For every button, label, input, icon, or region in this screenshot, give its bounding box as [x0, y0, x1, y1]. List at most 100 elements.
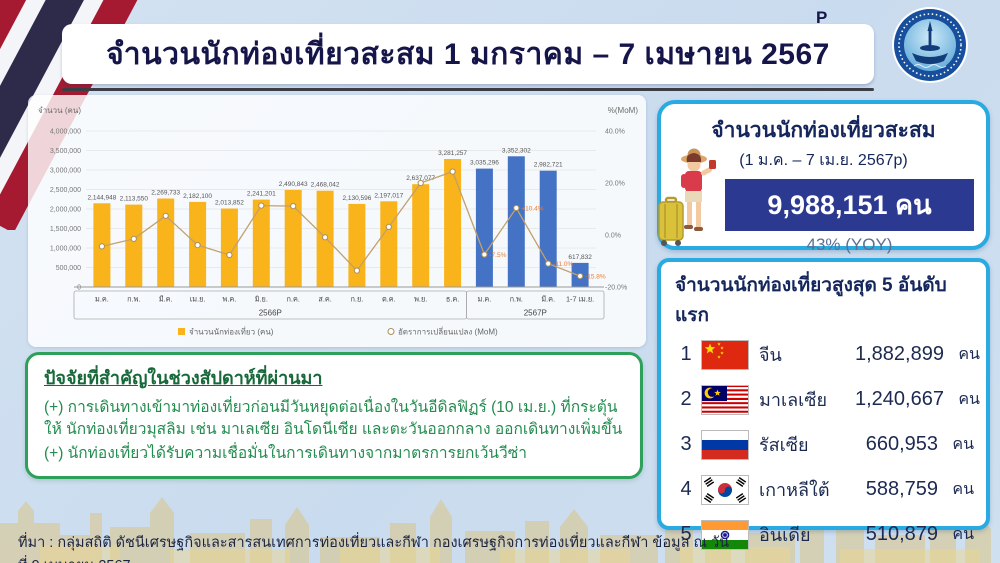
- svg-text:2567P: 2567P: [524, 309, 547, 318]
- svg-text:-15.8%: -15.8%: [585, 274, 606, 281]
- provisional-superscript: P: [816, 8, 828, 27]
- factors-title: ปัจจัยที่สำคัญในช่วงสัปดาห์ที่ผ่านมา: [44, 368, 323, 388]
- svg-text:2,182,100: 2,182,100: [183, 193, 212, 200]
- rank-number: 4: [680, 478, 692, 500]
- legend-line-swatch: [387, 328, 395, 335]
- svg-text:ก.ค.: ก.ค.: [287, 295, 300, 304]
- key-factors-card: ปัจจัยที่สำคัญในช่วงสัปดาห์ที่ผ่านมา (+)…: [25, 352, 643, 479]
- yoy-growth: 43% (YOY): [806, 235, 893, 254]
- india-flag-icon: [701, 519, 749, 550]
- unit-label: คน: [958, 391, 980, 408]
- right-axis-label: %(MoM): [608, 106, 639, 115]
- svg-text:3,035,296: 3,035,296: [470, 160, 499, 167]
- svg-text:3,500,000: 3,500,000: [50, 148, 81, 155]
- source-note: ที่มา : กลุ่มสถิติ ดัชนีเศรษฐกิจและสารสน…: [18, 535, 730, 563]
- country-name: รัสเซีย: [759, 435, 809, 455]
- rank-number: 3: [680, 433, 692, 455]
- country-name: อินเดีย: [759, 525, 811, 545]
- mom-point: [98, 243, 106, 250]
- country-name: เกาหลีใต้: [759, 480, 830, 500]
- bar: [380, 201, 398, 287]
- header-underline: [62, 88, 874, 91]
- top5-nationalities-card: จำนวนนักท่องเที่ยวสูงสุด 5 อันดับแรก 1 จ…: [657, 258, 990, 550]
- svg-text:ต.ค.: ต.ค.: [382, 295, 396, 304]
- top5-row: 2 มาเลเซีย 1,240,667 คน: [675, 377, 980, 422]
- unit-label: คน: [952, 436, 974, 453]
- svg-text:20.0%: 20.0%: [605, 181, 625, 188]
- svg-text:1,500,000: 1,500,000: [50, 226, 81, 233]
- mom-point: [322, 234, 329, 241]
- svg-text:2,468,042: 2,468,042: [311, 182, 340, 189]
- mom-point: [258, 202, 265, 209]
- svg-text:2,490,843: 2,490,843: [279, 181, 308, 188]
- tourist-count: 660,953: [865, 433, 938, 455]
- header: จำนวนนักท่องเที่ยวสะสม 1 มกราคม – 7 เมษา…: [62, 24, 874, 84]
- top5-row: 3 รัสเซีย 660,953 คน: [675, 422, 974, 467]
- svg-text:+10.4%: +10.4%: [521, 206, 543, 213]
- svg-text:2,197,017: 2,197,017: [374, 192, 403, 199]
- svg-text:-7.5%: -7.5%: [489, 252, 506, 259]
- mom-point: [481, 251, 488, 258]
- svg-text:2,130,596: 2,130,596: [342, 195, 371, 202]
- tourist-count: 1,882,899: [855, 343, 944, 365]
- svg-text:พ.ย.: พ.ย.: [414, 295, 427, 304]
- svg-text:40.0%: 40.0%: [605, 129, 625, 136]
- bar: [348, 203, 366, 287]
- svg-text:ม.ค.: ม.ค.: [95, 295, 109, 304]
- svg-text:0.0%: 0.0%: [605, 233, 621, 240]
- svg-text:1-7 เม.ย.: 1-7 เม.ย.: [566, 295, 594, 304]
- top5-rows: 1 จีน 1,882,899 คน 2 มาเลเซีย 1,240,667 คน 3 ร…: [675, 332, 980, 557]
- mom-line: [101, 170, 581, 277]
- svg-text:2,269,733: 2,269,733: [151, 190, 180, 197]
- bar: [252, 199, 270, 287]
- svg-text:2,144,948: 2,144,948: [87, 194, 116, 201]
- svg-text:0: 0: [77, 285, 81, 292]
- mom-point: [545, 260, 552, 267]
- south-korea-flag-icon: [701, 474, 749, 505]
- mom-point: [577, 273, 584, 280]
- mom-point: [353, 267, 360, 274]
- svg-text:500,000: 500,000: [56, 265, 81, 272]
- bar: [412, 184, 430, 287]
- svg-text:พ.ค.: พ.ค.: [223, 295, 237, 304]
- ministry-logo-icon: [892, 7, 968, 83]
- svg-text:-11.0%: -11.0%: [553, 261, 573, 268]
- svg-text:ก.พ.: ก.พ.: [127, 295, 140, 304]
- mom-point: [385, 223, 392, 230]
- svg-text:2,013,852: 2,013,852: [215, 200, 244, 207]
- svg-text:3,281,257: 3,281,257: [438, 150, 467, 157]
- svg-text:ก.ย.: ก.ย.: [351, 295, 364, 304]
- svg-text:1,000,000: 1,000,000: [50, 246, 81, 253]
- tourist-count: 510,879: [865, 523, 938, 545]
- russia-flag-icon: [701, 429, 749, 460]
- svg-text:มี.ค.: มี.ค.: [159, 295, 173, 304]
- summary-subtitle: (1 ม.ค. – 7 เม.ย. 2567p): [739, 152, 908, 169]
- svg-text:มิ.ย.: มิ.ย.: [255, 295, 268, 304]
- svg-text:2,241,201: 2,241,201: [247, 191, 276, 198]
- unit-label: คน: [952, 526, 974, 543]
- bar: [444, 159, 462, 287]
- svg-text:2,500,000: 2,500,000: [50, 187, 81, 194]
- svg-text:617,832: 617,832: [568, 254, 592, 261]
- bar: [157, 198, 175, 287]
- legend-bar-label: จำนวนนักท่องเที่ยว (คน): [189, 326, 274, 337]
- summary-title: จำนวนนักท่องเที่ยวสะสม: [711, 119, 936, 142]
- top5-title: จำนวนนักท่องเที่ยวสูงสุด 5 อันดับแรก: [675, 275, 947, 326]
- tourist-arrivals-chart: จำนวน (คน) %(MoM) 4,000,000 3,500,000 3,000,…: [38, 106, 639, 337]
- bar: [220, 208, 238, 287]
- rank-number: 2: [680, 388, 692, 410]
- mom-point: [417, 179, 424, 187]
- bar: [539, 170, 557, 287]
- tourist-count: 588,759: [865, 478, 938, 500]
- mom-point: [226, 251, 233, 259]
- bar: [507, 156, 525, 287]
- rank-number: 1: [680, 343, 692, 365]
- svg-text:ม.ค.: ม.ค.: [478, 295, 492, 304]
- legend-bar-swatch: [178, 328, 185, 335]
- svg-text:3,000,000: 3,000,000: [50, 168, 81, 175]
- country-name: มาเลเซีย: [759, 390, 828, 410]
- mom-point: [130, 235, 137, 242]
- svg-text:3,352,302: 3,352,302: [502, 147, 531, 154]
- factor-item: (+) นักท่องเที่ยวได้รับความเชื่อมั่นในกา…: [44, 445, 527, 462]
